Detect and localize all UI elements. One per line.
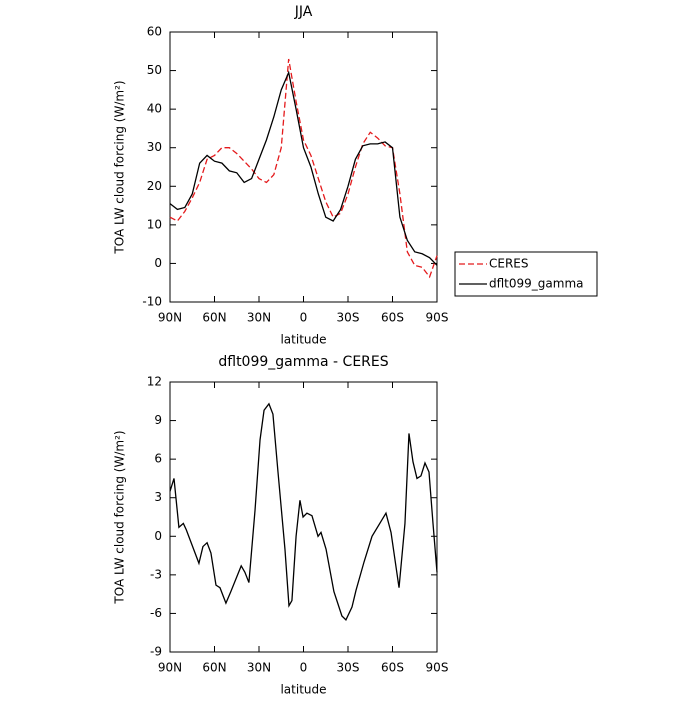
- legend-label: CERES: [489, 257, 529, 271]
- x-tick-label: 90S: [426, 311, 449, 325]
- y-tick-label: 0: [154, 529, 162, 543]
- y-tick-label: 30: [147, 140, 162, 154]
- x-tick-label: 30N: [247, 311, 271, 325]
- y-tick-label: 10: [147, 217, 162, 231]
- chart-title: JJA: [294, 4, 313, 20]
- x-tick-label: 30S: [337, 311, 360, 325]
- data-line: [169, 402, 438, 621]
- plot-frame: [169, 31, 438, 303]
- y-tick-label: -3: [150, 567, 162, 581]
- y-tick-label: -9: [150, 645, 162, 659]
- y-tick-label: 3: [154, 490, 162, 504]
- y-tick-label: 9: [154, 413, 162, 427]
- y-tick-label: -10: [142, 295, 162, 309]
- plot-frame: [169, 381, 438, 653]
- x-tick-label: 30N: [247, 661, 271, 675]
- legend-label: dflt099_gamma: [489, 277, 584, 291]
- x-tick-label: 90N: [158, 661, 182, 675]
- y-tick-label: 40: [147, 102, 162, 116]
- data-line: [169, 58, 438, 279]
- y-tick-label: 6: [154, 452, 162, 466]
- y-axis-label: TOA LW cloud forcing (W/m²): [113, 80, 127, 254]
- x-tick-label: 90S: [426, 661, 449, 675]
- y-tick-label: 12: [147, 375, 162, 389]
- y-tick-label: 60: [147, 25, 162, 39]
- y-tick-label: 0: [154, 256, 162, 270]
- x-axis-label: latitude: [280, 333, 326, 347]
- x-tick-label: 0: [300, 661, 308, 675]
- legend-box: [454, 251, 598, 297]
- x-tick-label: 60N: [202, 661, 226, 675]
- x-tick-label: 60S: [381, 661, 404, 675]
- x-tick-label: 60S: [381, 311, 404, 325]
- data-line: [169, 70, 438, 266]
- y-tick-label: -6: [150, 606, 162, 620]
- x-tick-label: 90N: [158, 311, 182, 325]
- x-tick-label: 30S: [337, 661, 360, 675]
- y-tick-label: 20: [147, 179, 162, 193]
- x-tick-label: 0: [300, 311, 308, 325]
- x-axis-label: latitude: [280, 683, 326, 697]
- y-tick-label: 50: [147, 63, 162, 77]
- x-tick-label: 60N: [202, 311, 226, 325]
- y-axis-label: TOA LW cloud forcing (W/m²): [113, 430, 127, 604]
- chart-title: dflt099_gamma - CERES: [218, 354, 388, 370]
